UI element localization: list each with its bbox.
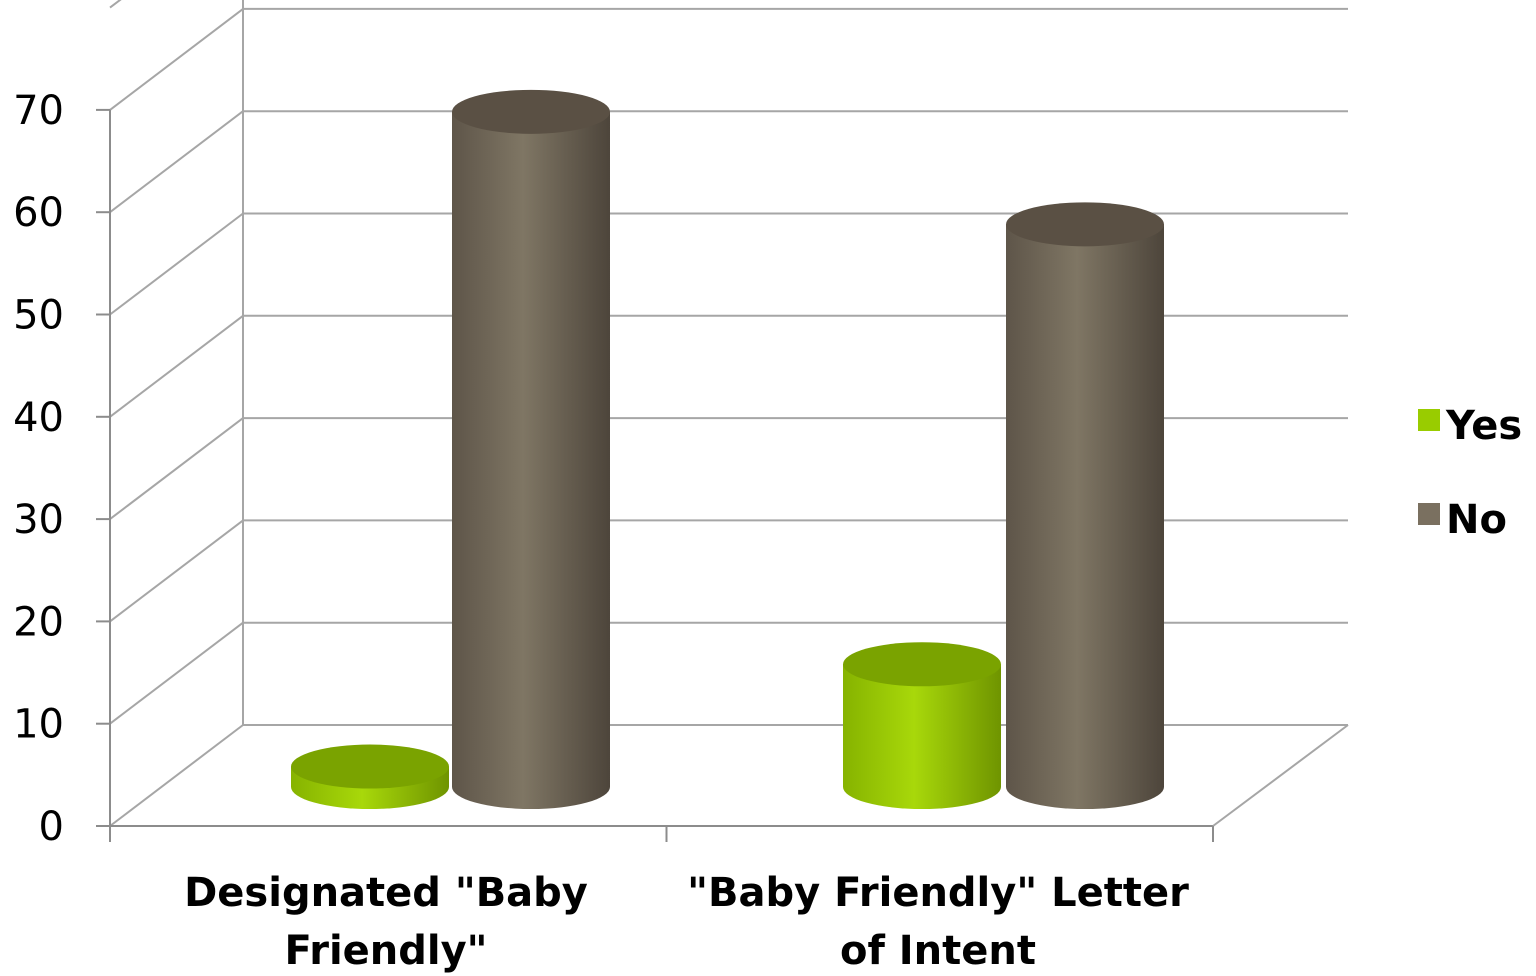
bar-yes bbox=[291, 744, 449, 809]
bar-yes bbox=[843, 642, 1001, 809]
floor-right-edge bbox=[1212, 724, 1349, 827]
y-tick-label: 30 bbox=[13, 497, 64, 543]
bar-no bbox=[1006, 202, 1164, 810]
bars bbox=[291, 89, 1164, 810]
side-gridline bbox=[109, 212, 244, 316]
legend-label-no: No bbox=[1446, 497, 1507, 543]
bar-no bbox=[452, 89, 610, 809]
y-tick-label: 50 bbox=[13, 293, 64, 339]
y-tick-label: 70 bbox=[13, 88, 64, 134]
side-gridline bbox=[109, 417, 244, 520]
category-label: Designated "Baby bbox=[184, 870, 588, 916]
y-tick-label: 20 bbox=[13, 599, 64, 645]
bar-body bbox=[1006, 224, 1164, 810]
axis-labels: 0 10 20 30 40 50 60 70 Designated "Baby Friendly"… bbox=[13, 88, 1189, 974]
side-gridline bbox=[109, 724, 244, 827]
side-gridline bbox=[109, 0, 122, 9]
y-tick-label: 40 bbox=[13, 395, 64, 441]
legend: Yes No bbox=[1418, 403, 1522, 543]
bar-top bbox=[843, 642, 1001, 687]
legend-swatch-yes bbox=[1418, 409, 1440, 431]
category-label: of Intent bbox=[840, 928, 1036, 974]
category-label: "Baby Friendly" Letter bbox=[687, 870, 1189, 916]
bar-body bbox=[452, 111, 610, 809]
y-tick-label: 60 bbox=[13, 190, 64, 236]
legend-swatch-no bbox=[1418, 503, 1440, 525]
legend-label-yes: Yes bbox=[1445, 403, 1522, 449]
grid bbox=[96, 0, 1349, 842]
side-gridline bbox=[109, 8, 244, 111]
side-gridline bbox=[109, 519, 244, 623]
y-tick-label: 10 bbox=[13, 702, 64, 748]
category-label: Friendly" bbox=[284, 928, 487, 974]
side-gridline bbox=[109, 315, 244, 418]
side-gridline bbox=[109, 621, 244, 725]
side-gridline bbox=[109, 110, 244, 213]
bar-body bbox=[843, 664, 1001, 809]
bar-top bbox=[291, 744, 449, 789]
bar-top bbox=[452, 89, 610, 134]
y-tick-label: 0 bbox=[39, 804, 64, 850]
bar-top bbox=[1006, 202, 1164, 247]
